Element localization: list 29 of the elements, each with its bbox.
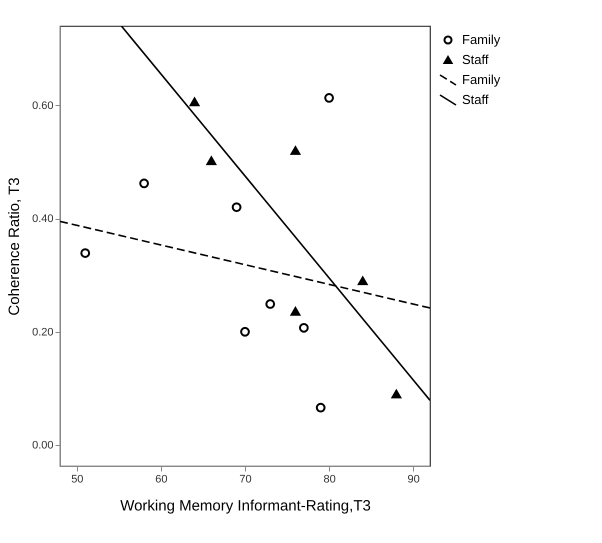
x-tick-label: 60 bbox=[155, 474, 168, 486]
point bbox=[316, 402, 326, 413]
legend-label: Staff bbox=[462, 52, 489, 67]
point bbox=[206, 156, 216, 166]
point bbox=[190, 98, 200, 106]
point bbox=[391, 390, 402, 398]
legend-label: Family bbox=[462, 72, 501, 87]
point bbox=[324, 93, 334, 103]
point bbox=[298, 322, 309, 333]
point bbox=[232, 202, 242, 212]
point bbox=[80, 248, 90, 258]
point bbox=[139, 178, 149, 188]
legend-label: Staff bbox=[462, 92, 489, 107]
point bbox=[240, 326, 250, 337]
point bbox=[290, 146, 300, 155]
y-tick-label: 0.00 bbox=[32, 440, 54, 452]
y-tick-label: 0.40 bbox=[32, 213, 54, 226]
x-tick-label: 90 bbox=[408, 474, 420, 486]
x-tick-label: 70 bbox=[239, 474, 252, 486]
y-axis-title: Coherence Ratio, T3 bbox=[6, 177, 24, 316]
point bbox=[290, 307, 300, 316]
legend-label: Family bbox=[462, 32, 501, 47]
point bbox=[265, 299, 276, 309]
x-tick-label: 50 bbox=[71, 474, 84, 486]
y-tick-label: 0.20 bbox=[32, 326, 54, 338]
point bbox=[358, 276, 368, 286]
x-tick-label: 80 bbox=[323, 474, 336, 486]
x-axis-title: Working Memory Informant-Rating,T3 bbox=[120, 498, 371, 514]
y-tick-label: 0.60 bbox=[32, 100, 54, 112]
